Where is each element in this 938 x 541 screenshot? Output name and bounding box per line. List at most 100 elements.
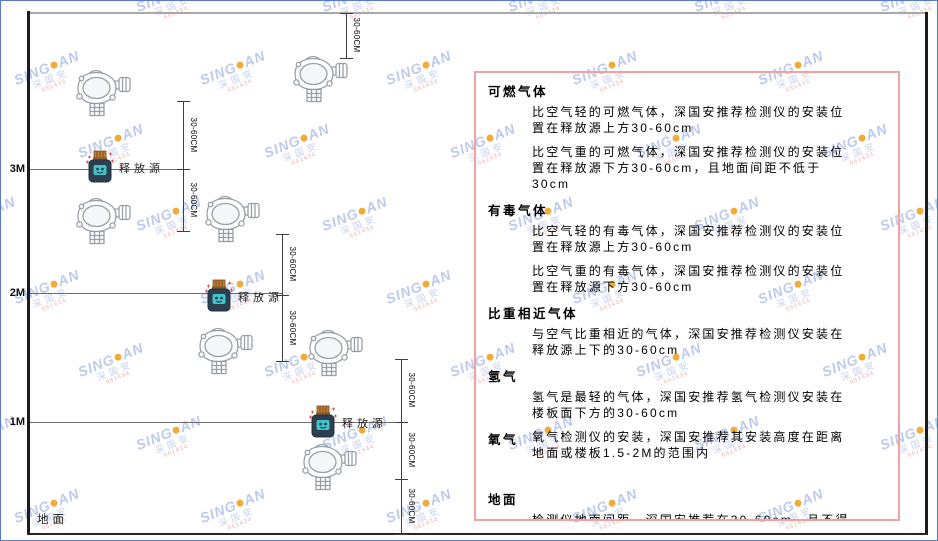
ground-line bbox=[27, 533, 928, 535]
panel-section-body: 氧气检测仪的安装，深国安推荐其安装高度在距离地面或楼板1.5-2M的范围内 bbox=[532, 429, 858, 469]
dimension-tick bbox=[395, 422, 408, 423]
watermark-brand-text: SINGAN bbox=[383, 47, 454, 89]
watermark-code-text: 661434 bbox=[163, 443, 190, 459]
dimension-label: 30-60CM bbox=[288, 310, 297, 346]
dimension-line bbox=[401, 359, 402, 534]
watermark-logo-dot bbox=[235, 60, 245, 70]
dimension-tick bbox=[395, 534, 408, 535]
gas-detector-icon bbox=[76, 197, 131, 245]
panel-section-title: 氢气 bbox=[488, 370, 519, 384]
level-label-3m: 3M bbox=[9, 163, 25, 175]
panel-paragraph: 氧气检测仪的安装，深国安推荐其安装高度在距离地面或楼板1.5-2M的范围内 bbox=[532, 430, 845, 460]
dimension-tick bbox=[276, 361, 289, 362]
panel-section: 地面检测仪地面间距，深国安推荐在30-60cm，且不得小于30cm，因为过低容易… bbox=[488, 489, 886, 519]
panel-section-title: 氧气 bbox=[488, 433, 519, 447]
watermark-logo-dot bbox=[113, 133, 123, 143]
right-wall-line bbox=[925, 12, 928, 535]
panel-paragraph: 与空气比重相近的气体，深国安推荐检测仪安装在释放源上下的30-60cm bbox=[532, 327, 845, 357]
level-label-1m: 1M bbox=[9, 416, 25, 428]
level-line-1m bbox=[30, 422, 401, 423]
watermark-code-text: 661434 bbox=[105, 370, 132, 386]
watermark-cjk-text: 深国安 bbox=[403, 285, 443, 310]
watermark-brand-text: SINGAN bbox=[197, 47, 268, 89]
dimension-label: 30-60CM bbox=[288, 246, 297, 282]
watermark-cjk-text: 深国安 bbox=[0, 431, 7, 456]
dimension-tick bbox=[340, 13, 353, 14]
watermark-brand-text: SINGAN bbox=[75, 339, 146, 381]
watermark-brand-text: SINGAN bbox=[197, 485, 268, 527]
watermark-code-text: 661434 bbox=[227, 516, 254, 532]
gas-detector-icon bbox=[198, 327, 253, 375]
watermark-logo-dot bbox=[49, 60, 59, 70]
watermark-code-text: 661434 bbox=[0, 224, 4, 240]
watermark-cjk-text: 深国安 bbox=[403, 66, 443, 91]
gas-detector-icon bbox=[293, 55, 348, 103]
watermark-code-text: 661434 bbox=[887, 1, 937, 29]
watermark-logo-dot bbox=[235, 498, 245, 508]
watermark-code-text: 661434 bbox=[0, 443, 4, 459]
gas-detector-icon bbox=[76, 69, 131, 117]
panel-section: 有毒气体 比空气轻的有毒气体，深国安推荐检测仪的安装位置在释放源上方30-60cm… bbox=[488, 200, 886, 295]
panel-section-title: 有毒气体 bbox=[488, 204, 549, 218]
watermark-code-text: 661434 bbox=[515, 1, 582, 29]
ceiling-line bbox=[30, 12, 927, 14]
watermark-logo-dot bbox=[607, 60, 617, 70]
watermark-logo-dot bbox=[357, 206, 367, 216]
watermark-logo-dot bbox=[171, 206, 181, 216]
release-source-label: 释放源 bbox=[342, 418, 387, 430]
dimension-label: 30-60CM bbox=[407, 372, 416, 408]
gas-detector-icon bbox=[302, 443, 357, 491]
watermark-cjk-text: 深国安 bbox=[403, 504, 443, 529]
watermark-logo-dot bbox=[915, 425, 925, 435]
dimension-tick bbox=[395, 479, 408, 480]
watermark-brand-text: SINGAN bbox=[11, 47, 82, 89]
installation-info-panel: 可燃气体 比空气轻的可燃气体，深国安推荐检测仪的安装位置在释放源上方30-60cm… bbox=[474, 71, 900, 521]
release-source-label: 释放源 bbox=[238, 292, 283, 304]
watermark-code-text: 661434 bbox=[413, 516, 440, 532]
panel-paragraph: 比空气轻的可燃气体，深国安推荐检测仪的安装位置在释放源上方30-60cm bbox=[532, 105, 845, 135]
watermark-logo-dot bbox=[915, 206, 925, 216]
level-label-2m: 2M bbox=[9, 287, 25, 299]
panel-section: 可燃气体 比空气轻的可燃气体，深国安推荐检测仪的安装位置在释放源上方30-60cm… bbox=[488, 81, 886, 192]
dimension-label: 30-60CM bbox=[407, 432, 416, 468]
watermark-logo-dot bbox=[235, 279, 245, 289]
panel-section: 氧气 氧气检测仪的安装，深国安推荐其安装高度在距离地面或楼板1.5-2M的范围内 bbox=[488, 429, 886, 469]
watermark-cjk-text: 深国安 bbox=[0, 212, 7, 237]
release-source-icon bbox=[205, 279, 233, 312]
watermark-logo-dot bbox=[793, 60, 803, 70]
panel-section: 比重相近气体 与空气比重相近的气体，深国安推荐检测仪安装在释放源上下的30-60c… bbox=[488, 303, 886, 358]
dimension-tick bbox=[276, 234, 289, 235]
watermark-code-text: 661434 bbox=[291, 151, 318, 167]
watermark-brand-text: SINGAN bbox=[319, 193, 390, 235]
watermark-cjk-text: 深国安 bbox=[339, 212, 379, 237]
dimension-tick bbox=[177, 169, 190, 170]
watermark-logo-dot bbox=[113, 352, 123, 362]
panel-section-title: 地面 bbox=[488, 493, 519, 507]
watermark-code-text: 661434 bbox=[0, 5, 4, 21]
watermark-brand-text: SINGAN bbox=[133, 412, 204, 454]
watermark-brand-text: SINGAN bbox=[383, 485, 454, 527]
watermark-brand-text: SINGAN bbox=[1, 1, 18, 15]
dimension-tick bbox=[395, 359, 408, 360]
release-source-label: 释放源 bbox=[119, 163, 164, 175]
watermark-brand-text: SINGAN bbox=[0, 193, 18, 217]
panel-paragraph: 比空气重的有毒气体，深国安推荐检测仪的安装位置在释放源下方30-60cm bbox=[532, 264, 845, 294]
dimension-tick bbox=[276, 295, 289, 296]
watermark-cjk-text: 深国安 bbox=[0, 0, 7, 18]
dimension-label: 30-60CM bbox=[189, 117, 198, 153]
watermark-logo-dot bbox=[49, 498, 59, 508]
dimension-line bbox=[183, 101, 184, 231]
gas-detector-icon bbox=[308, 329, 363, 377]
watermark-logo-dot bbox=[171, 425, 181, 435]
panel-paragraph: 氢气是最轻的气体，深国安推荐氢气检测仪安装在楼板面下方的30-60cm bbox=[532, 390, 845, 420]
watermark-logo-dot bbox=[299, 133, 309, 143]
